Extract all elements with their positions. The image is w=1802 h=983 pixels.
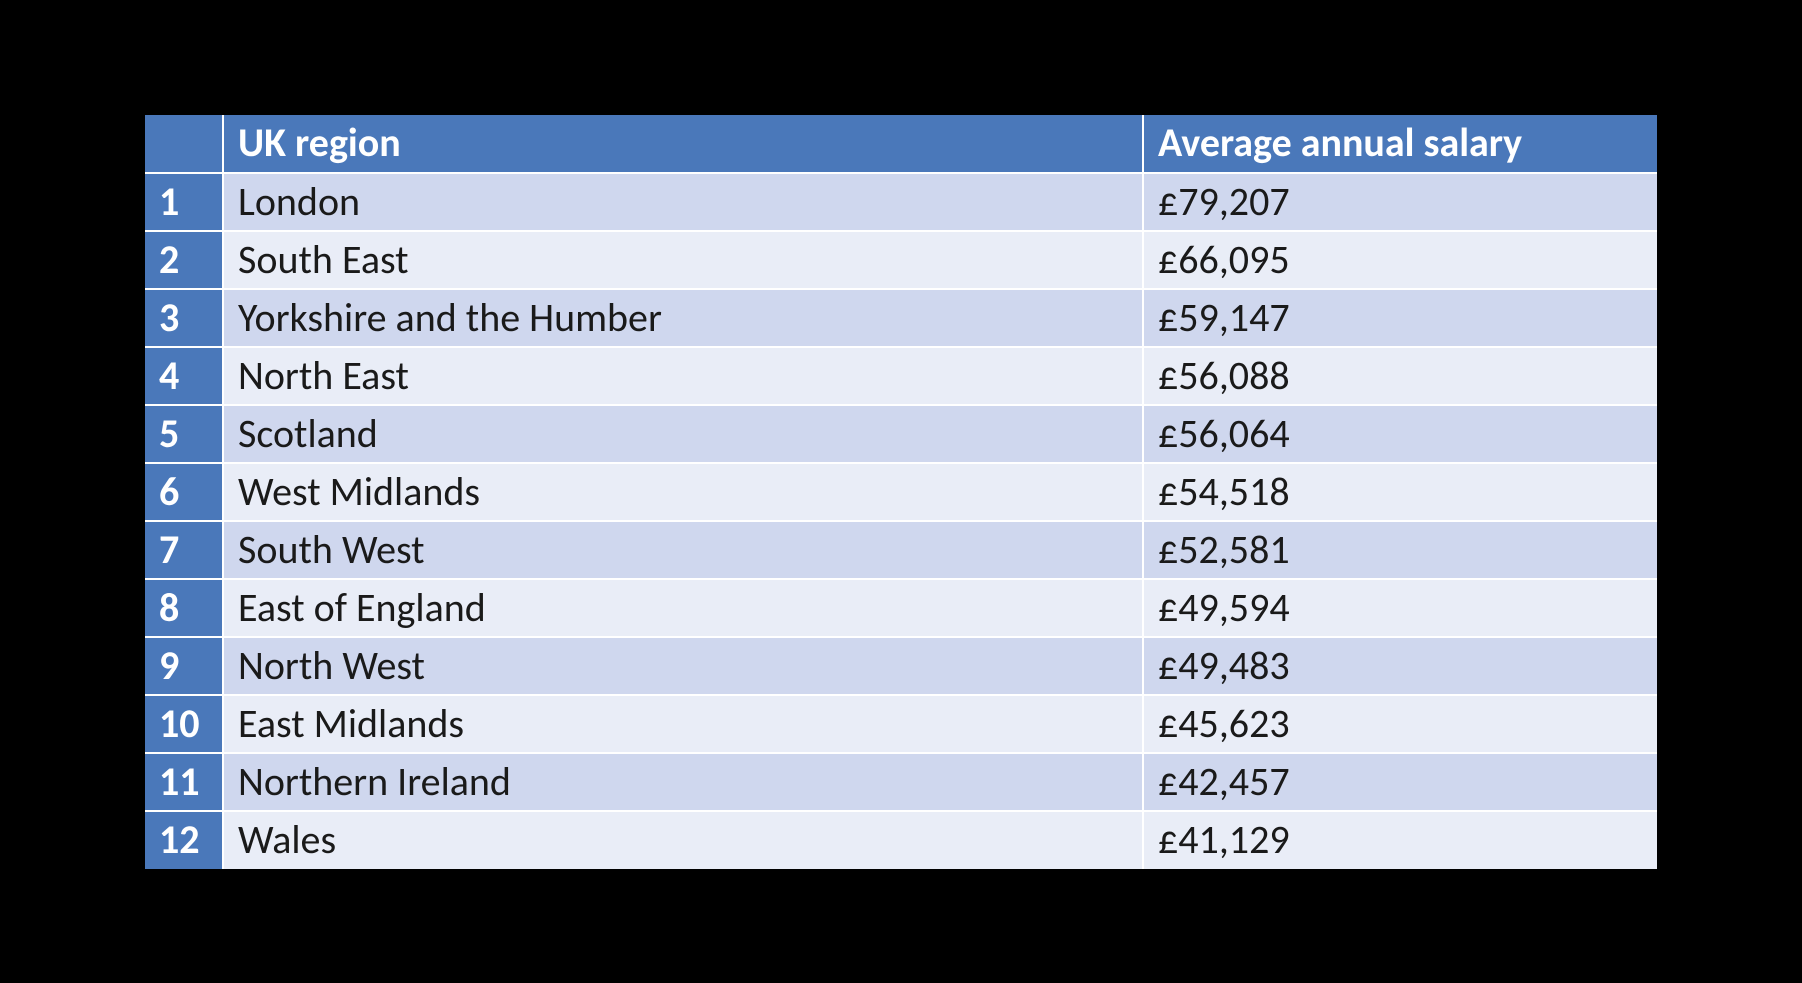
region-cell: North East — [223, 347, 1143, 405]
table-row: 1 London £79,207 — [145, 173, 1657, 231]
region-cell: South West — [223, 521, 1143, 579]
salary-table-frame: UK region Average annual salary 1 London… — [141, 111, 1661, 873]
table-row: 9 North West £49,483 — [145, 637, 1657, 695]
region-cell: Northern Ireland — [223, 753, 1143, 811]
region-cell: Wales — [223, 811, 1143, 869]
table-row: 5 Scotland £56,064 — [145, 405, 1657, 463]
salary-cell: £41,129 — [1143, 811, 1657, 869]
table-row: 4 North East £56,088 — [145, 347, 1657, 405]
salary-cell: £52,581 — [1143, 521, 1657, 579]
region-cell: South East — [223, 231, 1143, 289]
table-row: 2 South East £66,095 — [145, 231, 1657, 289]
salary-table: UK region Average annual salary 1 London… — [145, 115, 1657, 869]
rank-cell: 1 — [145, 173, 223, 231]
rank-cell: 10 — [145, 695, 223, 753]
salary-cell: £45,623 — [1143, 695, 1657, 753]
salary-cell: £56,064 — [1143, 405, 1657, 463]
table-row: 10 East Midlands £45,623 — [145, 695, 1657, 753]
salary-cell: £49,483 — [1143, 637, 1657, 695]
region-cell: East Midlands — [223, 695, 1143, 753]
rank-cell: 11 — [145, 753, 223, 811]
region-cell: East of England — [223, 579, 1143, 637]
table-row: 6 West Midlands £54,518 — [145, 463, 1657, 521]
region-cell: Yorkshire and the Humber — [223, 289, 1143, 347]
rank-cell: 9 — [145, 637, 223, 695]
rank-cell: 6 — [145, 463, 223, 521]
salary-cell: £66,095 — [1143, 231, 1657, 289]
col-header-rank — [145, 115, 223, 173]
col-header-region: UK region — [223, 115, 1143, 173]
table-row: 11 Northern Ireland £42,457 — [145, 753, 1657, 811]
region-cell: West Midlands — [223, 463, 1143, 521]
salary-cell: £42,457 — [1143, 753, 1657, 811]
salary-cell: £54,518 — [1143, 463, 1657, 521]
rank-cell: 5 — [145, 405, 223, 463]
salary-cell: £56,088 — [1143, 347, 1657, 405]
region-cell: London — [223, 173, 1143, 231]
region-cell: North West — [223, 637, 1143, 695]
salary-cell: £49,594 — [1143, 579, 1657, 637]
table-row: 12 Wales £41,129 — [145, 811, 1657, 869]
salary-cell: £59,147 — [1143, 289, 1657, 347]
region-cell: Scotland — [223, 405, 1143, 463]
col-header-salary: Average annual salary — [1143, 115, 1657, 173]
table-header-row: UK region Average annual salary — [145, 115, 1657, 173]
table-row: 3 Yorkshire and the Humber £59,147 — [145, 289, 1657, 347]
rank-cell: 12 — [145, 811, 223, 869]
table-row: 8 East of England £49,594 — [145, 579, 1657, 637]
rank-cell: 4 — [145, 347, 223, 405]
salary-cell: £79,207 — [1143, 173, 1657, 231]
rank-cell: 8 — [145, 579, 223, 637]
table-row: 7 South West £52,581 — [145, 521, 1657, 579]
rank-cell: 2 — [145, 231, 223, 289]
rank-cell: 7 — [145, 521, 223, 579]
rank-cell: 3 — [145, 289, 223, 347]
